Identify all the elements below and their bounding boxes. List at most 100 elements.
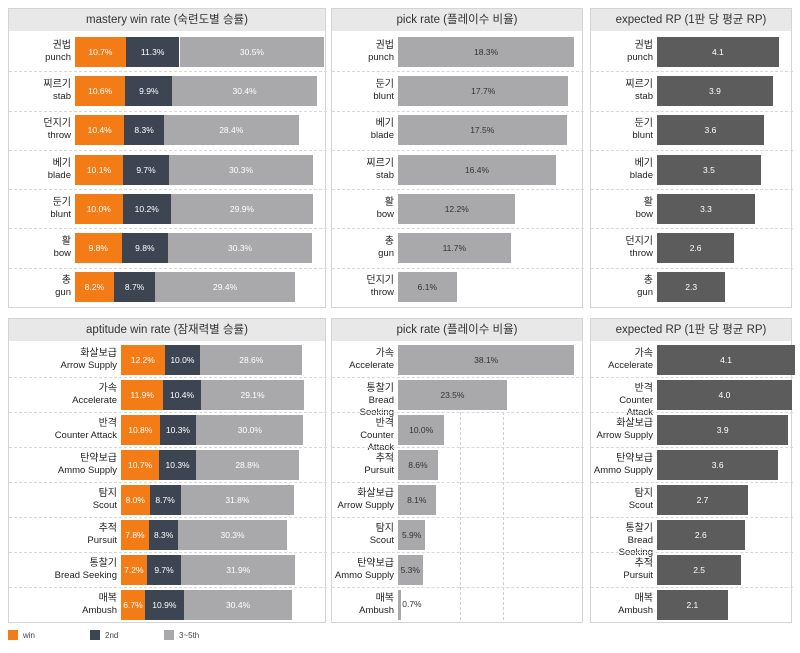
row-divider: [591, 377, 793, 378]
bar: 11.7%: [398, 233, 511, 264]
row-divider: [332, 228, 584, 230]
bar: 5.3%: [398, 554, 423, 585]
bar-segment-rest: 29.9%: [170, 193, 313, 224]
category-label-en: blunt: [50, 208, 71, 220]
category-label: 가속 Accelerate: [593, 348, 653, 372]
category-label: 가속 Accelerate: [11, 383, 117, 407]
category-label-ko: 통찰기: [625, 522, 653, 534]
bar: 6.1%: [398, 272, 457, 303]
chart-title: aptitude win rate (잠재력별 승률): [9, 319, 325, 341]
category-label-en: Bread Seeking: [54, 569, 117, 581]
bar: 2.5: [657, 554, 742, 585]
bar-segment-second: 10.3%: [159, 414, 197, 445]
bar-segment-rest: 30.5%: [179, 36, 325, 67]
row-divider: [332, 110, 584, 112]
chart-panel-0: mastery win rate (숙련도별 승률) 권법 punch 10.7% 11…: [8, 8, 327, 308]
category-label-en: bow: [376, 208, 394, 220]
bar-segment-second: 8.7%: [113, 272, 156, 303]
row-divider: [591, 189, 793, 191]
category-label-ko: 활: [643, 196, 653, 208]
bar: 4.1: [657, 344, 796, 375]
bar-segment-win: 10.4%: [75, 115, 125, 146]
bar: 8.1%: [398, 484, 436, 515]
row-divider: [591, 412, 793, 413]
category-label-en: throw: [370, 287, 394, 299]
category-label: 탄약보급 Ammo Supply: [11, 453, 117, 477]
category-label-en: Ammo Supply: [57, 464, 117, 476]
bar: 5.9%: [398, 519, 426, 550]
bar: 23.5%: [398, 379, 507, 410]
bar-segment-win: 10.6%: [75, 75, 126, 106]
category-label-en: Pursuit: [87, 534, 117, 546]
row-divider: [332, 189, 584, 191]
bar: 12.2%: [398, 193, 516, 224]
category-label-ko: 권법: [634, 39, 653, 51]
chart-panel-2: expected RP (1판 당 평균 RP) 권법 punch 4.1 찌르기 sta…: [590, 8, 793, 308]
category-label: 활 bow: [593, 197, 653, 221]
bar: 17.5%: [398, 115, 567, 146]
row-divider: [9, 447, 327, 448]
category-label-ko: 활: [384, 196, 394, 208]
category-label-en: Arrow Supply: [337, 499, 395, 511]
bar-segment-second: 10.2%: [122, 193, 171, 224]
bar-segment-win: 10.7%: [75, 36, 126, 67]
bar-segment-win: 7.2%: [121, 554, 147, 585]
category-label-ko: 매복: [375, 592, 394, 604]
category-label: 권법 punch: [11, 40, 71, 64]
legend-swatch: [164, 630, 174, 640]
row-divider: [332, 517, 584, 518]
bar-segment-rest: 30.4%: [183, 589, 293, 620]
category-label: 반격 Counter Attack: [11, 418, 117, 442]
chart-title: pick rate (플레이수 비율): [332, 9, 582, 31]
category-label-en: Ammo Supply: [334, 569, 394, 581]
bar-segment-win: 12.2%: [121, 344, 165, 375]
category-label-en: Accelerate: [72, 394, 117, 406]
bar: 2.6: [657, 233, 735, 264]
category-label-ko: 총: [384, 236, 394, 248]
category-label-ko: 둔기: [375, 78, 394, 90]
category-label-en: gun: [55, 287, 71, 299]
bar: 17.7%: [398, 75, 569, 106]
category-label-en: Pursuit: [364, 464, 394, 476]
category-label-ko: 추적: [98, 522, 117, 534]
category-label-ko: 탐지: [634, 487, 653, 499]
category-label-ko: 탄약보급: [80, 452, 117, 464]
category-label-ko: 찌르기: [366, 157, 394, 169]
category-label-en: blunt: [632, 130, 653, 142]
bar-segment-win: 10.7%: [121, 449, 160, 480]
bar-segment-second: 10.3%: [159, 449, 196, 480]
category-label: 매복 Ambush: [334, 593, 394, 617]
category-label-en: blade: [47, 169, 71, 181]
category-label-ko: 반격: [375, 417, 394, 429]
row-divider: [591, 552, 793, 553]
category-label-en: punch: [368, 51, 394, 63]
category-label-ko: 탐지: [98, 487, 117, 499]
category-label-ko: 가속: [634, 347, 653, 359]
bar: 2.7: [657, 484, 748, 515]
category-label-ko: 탐지: [375, 522, 394, 534]
category-label-ko: 베기: [375, 118, 394, 130]
bar-segment-rest: 28.8%: [195, 449, 299, 480]
row-divider: [9, 267, 327, 269]
bar-segment-win: 6.7%: [121, 589, 145, 620]
bar-segment-rest: 29.4%: [155, 272, 295, 303]
category-label-en: blade: [370, 130, 394, 142]
category-label-en: throw: [629, 248, 653, 260]
category-label: 찌르기 stab: [11, 79, 71, 103]
bar-segment-win: 7.8%: [121, 519, 149, 550]
bar-segment-second: 10.9%: [144, 589, 184, 620]
category-label-en: Scout: [369, 534, 394, 546]
bar: 3.6: [657, 449, 779, 480]
row-divider: [591, 482, 793, 483]
chart-panel-3: aptitude win rate (잠재력별 승률) 화살보급 Arrow Sup…: [8, 318, 327, 623]
bar-segment-rest: 28.4%: [163, 115, 299, 146]
category-label-ko: 찌르기: [43, 78, 71, 90]
bar-segment-rest: 30.0%: [196, 414, 304, 445]
row-divider: [9, 71, 327, 73]
bar: 3.9: [657, 75, 773, 106]
category-label: 추적 Pursuit: [593, 558, 653, 582]
row-divider: [9, 110, 327, 112]
bar: 3.6: [657, 115, 764, 146]
bar-segment-second: 10.4%: [163, 379, 201, 410]
category-label: 탐지 Scout: [334, 523, 394, 547]
